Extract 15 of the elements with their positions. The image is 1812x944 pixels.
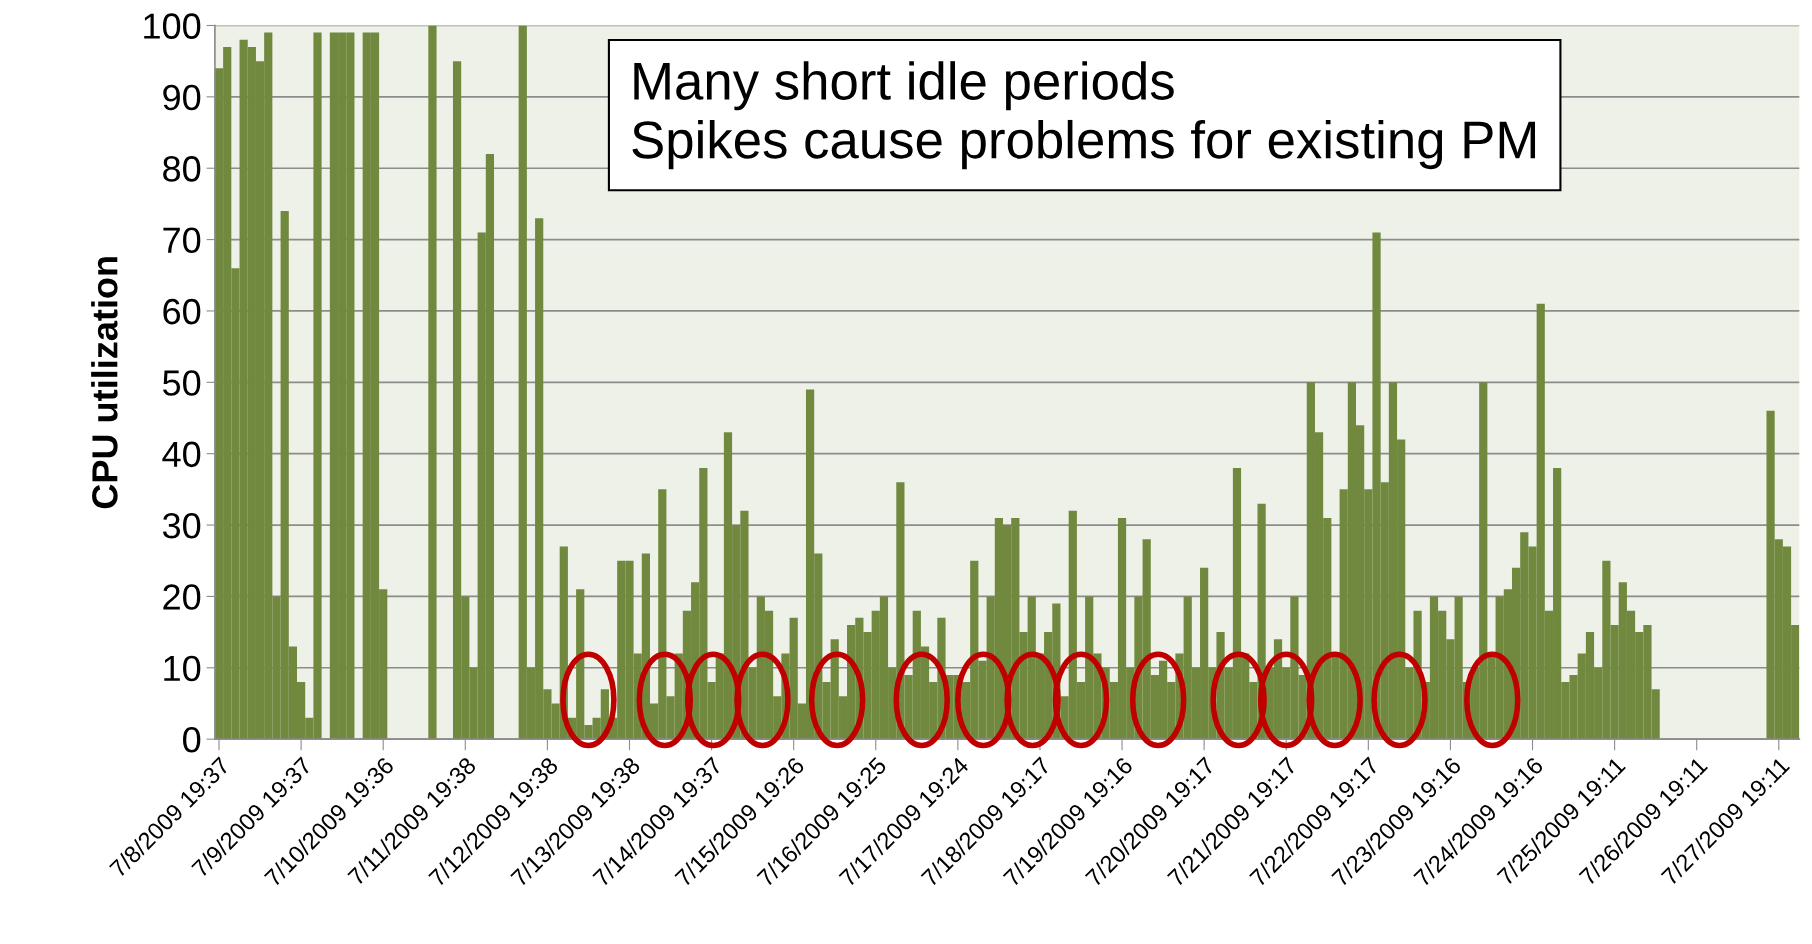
y-tick-label: 60 bbox=[163, 298, 201, 325]
y-axis-title: CPU utilization bbox=[91, 257, 118, 509]
y-tick-label: 50 bbox=[162, 370, 201, 396]
y-tick-label: 40 bbox=[162, 441, 201, 468]
y-tick-label: 70 bbox=[163, 227, 201, 254]
y-tick-label: 0 bbox=[183, 727, 201, 753]
annotation: Spikes cause problems for existing PM bbox=[632, 119, 1536, 170]
y-tick-label: 30 bbox=[162, 512, 201, 539]
y-tick-label: 20 bbox=[163, 584, 201, 610]
y-tick-label: 100 bbox=[144, 13, 201, 39]
annotation: Many short idle periods bbox=[634, 61, 1174, 111]
bar bbox=[428, 25, 437, 740]
y-tick-label: 10 bbox=[164, 655, 201, 682]
y-tick-label: 80 bbox=[163, 156, 201, 182]
y-tick-label: 90 bbox=[163, 84, 201, 111]
